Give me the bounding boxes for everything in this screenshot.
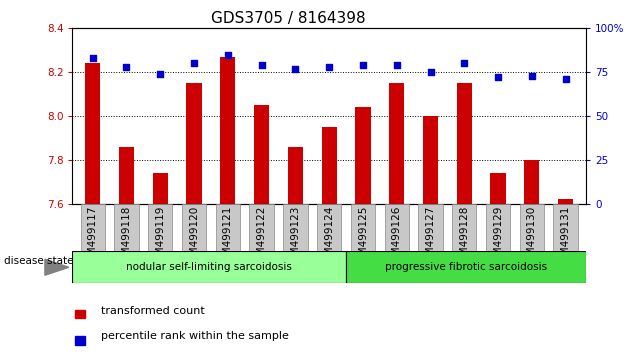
Text: GSM499123: GSM499123: [290, 206, 301, 269]
Point: [527, 73, 537, 79]
FancyBboxPatch shape: [215, 204, 240, 251]
Point: [459, 61, 469, 66]
Point: [392, 62, 402, 68]
Text: GSM499129: GSM499129: [493, 206, 503, 269]
Bar: [75, 310, 86, 318]
Text: GDS3705 / 8164398: GDS3705 / 8164398: [211, 11, 365, 25]
FancyBboxPatch shape: [486, 204, 510, 251]
Point: [122, 64, 132, 70]
Point: [290, 66, 301, 72]
Point: [189, 61, 199, 66]
Text: nodular self-limiting sarcoidosis: nodular self-limiting sarcoidosis: [127, 262, 292, 272]
FancyBboxPatch shape: [114, 204, 139, 251]
Text: GSM499117: GSM499117: [88, 206, 98, 269]
Bar: [457, 83, 472, 204]
Bar: [119, 147, 134, 204]
Bar: [152, 173, 168, 204]
Text: disease state: disease state: [4, 256, 73, 266]
Point: [324, 64, 334, 70]
Bar: [321, 127, 337, 204]
Point: [223, 52, 233, 57]
FancyBboxPatch shape: [317, 204, 341, 251]
Text: GSM499128: GSM499128: [459, 206, 469, 269]
FancyBboxPatch shape: [249, 204, 274, 251]
Text: transformed count: transformed count: [101, 306, 205, 316]
Bar: [355, 107, 370, 204]
FancyBboxPatch shape: [284, 204, 307, 251]
FancyBboxPatch shape: [554, 204, 578, 251]
Point: [493, 75, 503, 80]
Bar: [85, 63, 100, 204]
FancyBboxPatch shape: [81, 204, 105, 251]
Text: GSM499118: GSM499118: [122, 206, 132, 269]
Point: [88, 55, 98, 61]
FancyBboxPatch shape: [384, 204, 409, 251]
Polygon shape: [45, 259, 69, 275]
Bar: [558, 199, 573, 204]
Text: GSM499130: GSM499130: [527, 206, 537, 269]
Text: GSM499124: GSM499124: [324, 206, 334, 269]
Text: GSM499121: GSM499121: [223, 206, 233, 269]
Point: [256, 62, 266, 68]
Text: GSM499131: GSM499131: [561, 206, 571, 269]
Bar: [389, 83, 404, 204]
Bar: [75, 336, 86, 345]
Bar: [423, 116, 438, 204]
Text: progressive fibrotic sarcoidosis: progressive fibrotic sarcoidosis: [385, 262, 547, 272]
FancyBboxPatch shape: [72, 251, 346, 283]
Text: GSM499127: GSM499127: [425, 206, 435, 269]
Text: GSM499125: GSM499125: [358, 206, 368, 269]
Point: [425, 69, 435, 75]
Bar: [186, 83, 202, 204]
FancyBboxPatch shape: [346, 251, 586, 283]
FancyBboxPatch shape: [148, 204, 173, 251]
Bar: [491, 173, 506, 204]
Text: GSM499122: GSM499122: [256, 206, 266, 269]
Bar: [524, 160, 539, 204]
FancyBboxPatch shape: [418, 204, 443, 251]
Text: GSM499126: GSM499126: [392, 206, 402, 269]
Point: [155, 71, 165, 77]
FancyBboxPatch shape: [452, 204, 476, 251]
Point: [358, 62, 368, 68]
Text: percentile rank within the sample: percentile rank within the sample: [101, 331, 289, 341]
Text: GSM499119: GSM499119: [155, 206, 165, 269]
Text: GSM499120: GSM499120: [189, 206, 199, 269]
Bar: [254, 105, 269, 204]
Bar: [288, 147, 303, 204]
FancyBboxPatch shape: [520, 204, 544, 251]
Point: [561, 76, 571, 82]
Bar: [220, 57, 236, 204]
FancyBboxPatch shape: [182, 204, 206, 251]
FancyBboxPatch shape: [351, 204, 375, 251]
